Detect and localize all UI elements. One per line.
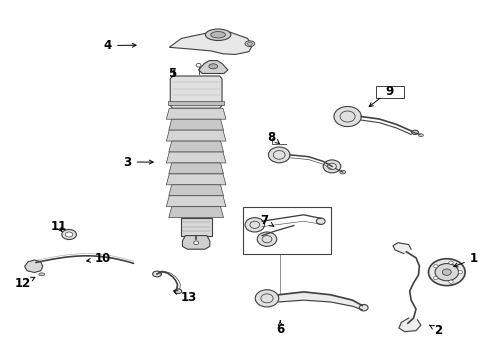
- Polygon shape: [399, 318, 421, 332]
- Polygon shape: [198, 60, 228, 73]
- Ellipse shape: [418, 134, 423, 136]
- Ellipse shape: [458, 271, 463, 274]
- Ellipse shape: [434, 276, 438, 280]
- Text: 2: 2: [429, 324, 442, 337]
- Polygon shape: [169, 207, 223, 218]
- Polygon shape: [169, 32, 252, 54]
- Ellipse shape: [323, 160, 341, 173]
- Polygon shape: [168, 101, 224, 105]
- Ellipse shape: [340, 170, 345, 174]
- Ellipse shape: [209, 64, 218, 69]
- Polygon shape: [170, 76, 222, 108]
- Ellipse shape: [66, 232, 73, 237]
- Polygon shape: [169, 163, 223, 174]
- Ellipse shape: [153, 271, 161, 277]
- Ellipse shape: [449, 261, 453, 264]
- Ellipse shape: [428, 259, 465, 285]
- Ellipse shape: [449, 280, 453, 283]
- Ellipse shape: [359, 305, 368, 311]
- Polygon shape: [180, 218, 212, 235]
- Bar: [376, 86, 404, 98]
- Text: 10: 10: [87, 252, 111, 265]
- Ellipse shape: [245, 218, 265, 232]
- Ellipse shape: [255, 290, 279, 307]
- Text: 4: 4: [104, 39, 136, 52]
- Polygon shape: [24, 260, 43, 273]
- Text: 3: 3: [123, 156, 153, 168]
- Ellipse shape: [435, 264, 459, 281]
- Polygon shape: [182, 235, 210, 249]
- Ellipse shape: [174, 289, 182, 293]
- Polygon shape: [166, 152, 226, 163]
- Polygon shape: [166, 130, 226, 141]
- Ellipse shape: [194, 241, 198, 244]
- Bar: [243, 207, 331, 253]
- Ellipse shape: [39, 273, 45, 276]
- Polygon shape: [169, 141, 223, 152]
- Text: 7: 7: [260, 214, 274, 227]
- Ellipse shape: [412, 130, 418, 134]
- Ellipse shape: [269, 147, 290, 163]
- Text: 9: 9: [369, 85, 393, 107]
- Text: 8: 8: [268, 131, 279, 144]
- Text: 6: 6: [276, 321, 284, 336]
- Polygon shape: [169, 185, 223, 196]
- Text: 5: 5: [168, 67, 176, 80]
- Text: 12: 12: [15, 277, 35, 290]
- Text: 13: 13: [173, 291, 197, 304]
- Ellipse shape: [211, 32, 225, 38]
- Text: 11: 11: [50, 220, 67, 233]
- Polygon shape: [166, 174, 226, 185]
- Ellipse shape: [257, 232, 277, 246]
- Polygon shape: [166, 196, 226, 207]
- Ellipse shape: [434, 265, 438, 268]
- Ellipse shape: [62, 229, 76, 239]
- Ellipse shape: [205, 29, 231, 41]
- Polygon shape: [169, 119, 223, 130]
- Text: 1: 1: [454, 252, 478, 267]
- Polygon shape: [393, 243, 411, 253]
- Polygon shape: [166, 108, 226, 119]
- Ellipse shape: [334, 107, 361, 127]
- Ellipse shape: [317, 218, 325, 225]
- Ellipse shape: [245, 41, 255, 46]
- Ellipse shape: [442, 269, 451, 275]
